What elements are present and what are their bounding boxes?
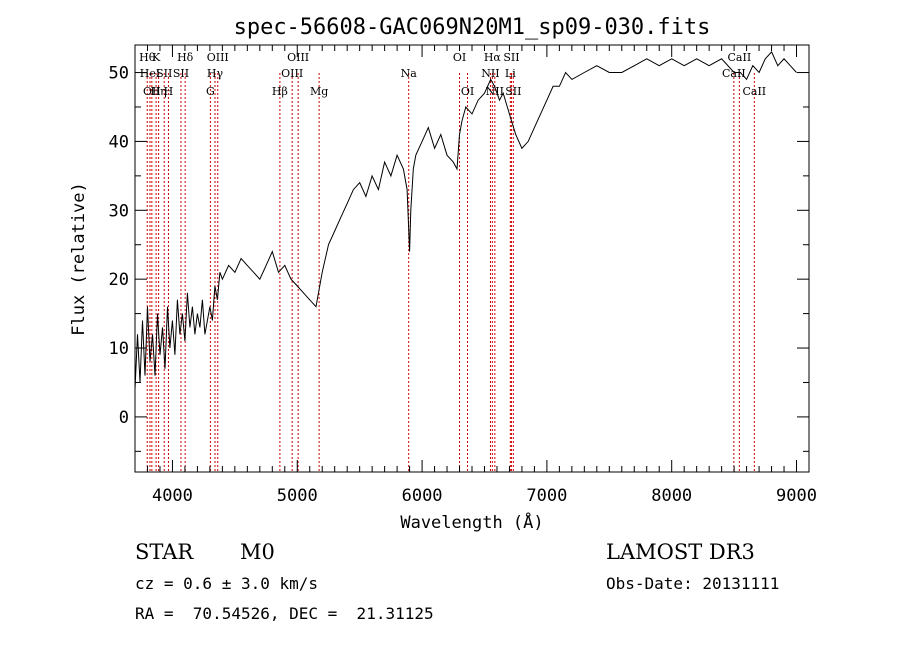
x-tick-label: 5000	[277, 486, 318, 506]
spectral-line-label: NII	[481, 67, 499, 80]
spectral-line-label: Hα	[484, 51, 502, 64]
chart-title: spec-56608-GAC069N20M1_sp09-030.fits	[234, 15, 711, 40]
y-tick-label: 30	[109, 201, 129, 221]
spectral-line-labels: Hθ HeI OII K Hη SII H Hδ SII G Hγ OIII Hβ OIII OIII Mg N…	[139, 51, 766, 98]
spectral-line-label: CaII	[742, 85, 766, 98]
plot-frame	[134, 44, 810, 473]
x-tick-label: 9000	[776, 486, 817, 506]
y-tick-label: 20	[109, 270, 129, 290]
spectral-line-label: OII	[143, 85, 161, 98]
spectral-line-label: SII	[156, 67, 172, 80]
spectral-line-label: Na	[401, 67, 418, 80]
x-tick-label: 4000	[152, 486, 193, 506]
x-tick-label: 8000	[651, 486, 692, 506]
y-tick-label: 10	[109, 339, 129, 359]
x-tick-label: 6000	[402, 486, 443, 506]
coordinates: RA = 70.54526, DEC = 21.31125	[135, 604, 434, 623]
x-tick-label: 7000	[526, 486, 567, 506]
y-tick-label: 50	[109, 64, 129, 84]
y-axis-label: Flux (relative)	[69, 182, 89, 336]
spectral-line-label: CaII	[728, 51, 752, 64]
spectral-line-label: SII	[173, 67, 189, 80]
spectral-line-label: OI	[461, 85, 474, 98]
spectral-line-label: Mg	[310, 85, 328, 98]
spectral-line-label: Hδ	[177, 51, 194, 64]
spectral-line-label: Hγ	[207, 67, 224, 80]
spectral-line-label: Hβ	[272, 85, 288, 98]
spectral-line-label: SII	[505, 85, 521, 98]
spectral-line-label: Li	[505, 67, 516, 80]
x-axis-ticks: 4000 5000 6000 7000 8000 9000	[134, 45, 817, 506]
spectral-line-markers	[146, 73, 755, 472]
y-tick-label: 40	[109, 132, 129, 152]
spectral-line-label: Hη	[150, 85, 166, 98]
spectral-line-label: OIII	[287, 51, 309, 64]
observation-date: Obs-Date: 20131111	[606, 574, 780, 593]
spectral-line-label: G	[206, 85, 215, 98]
spectral-line-label: OI	[453, 51, 466, 64]
spectral-line-label: H	[164, 85, 174, 98]
spectral-line-label: OIII	[207, 51, 229, 64]
survey-name: LAMOST DR3	[606, 540, 755, 564]
spectral-line-label: Hθ	[139, 51, 156, 64]
object-class: STAR	[135, 540, 194, 564]
spectral-line-label: K	[152, 51, 161, 64]
spectral-line-label: OIII	[281, 67, 303, 80]
spectral-line-label: HeI	[140, 67, 160, 80]
spectral-line-label: CaII	[722, 67, 746, 80]
spectral-line-label: SII	[503, 51, 519, 64]
y-axis-ticks: 0 10 20 30 40 50	[109, 64, 809, 452]
object-subclass: M0	[240, 540, 275, 564]
y-tick-label: 0	[119, 408, 129, 428]
spectral-line-label: NII	[486, 85, 504, 98]
redshift-velocity: cz = 0.6 ± 3.0 km/s	[135, 574, 319, 593]
spectrum-line	[134, 51, 797, 390]
x-axis-label: Wavelength (Å)	[400, 511, 543, 533]
